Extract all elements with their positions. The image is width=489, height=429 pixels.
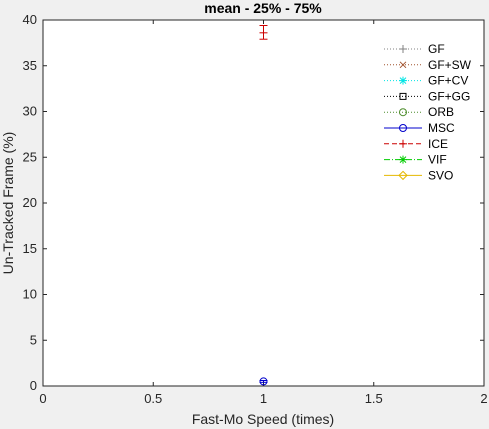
legend-entry-svo: SVO — [384, 168, 453, 182]
legend-entry-vif: VIF — [384, 153, 447, 167]
y-tick-label: 10 — [23, 287, 37, 302]
y-tick-label: 5 — [30, 332, 37, 347]
legend-entry-gf-sw: GF+SW — [384, 58, 472, 72]
marker-stroke — [399, 156, 407, 163]
legend-entry-gf: GF — [384, 42, 445, 56]
legend-marker — [398, 170, 408, 181]
legend-entry-ice: ICE — [384, 137, 448, 151]
legend-label: GF+GG — [428, 89, 470, 103]
legend-marker — [399, 155, 407, 164]
legend-marker — [399, 139, 407, 148]
data-point-msc — [259, 377, 268, 386]
point-marker — [259, 377, 268, 386]
y-tick-label: 15 — [23, 241, 37, 256]
legend-label: MSC — [428, 121, 455, 135]
x-tick-label: 0.5 — [144, 391, 162, 406]
marker-stroke — [399, 108, 407, 117]
y-tick-label: 35 — [23, 58, 37, 73]
x-axis-title: Fast-Mo Speed (times) — [192, 411, 334, 427]
marker-stroke — [399, 92, 407, 100]
y-tick-label: 30 — [23, 104, 37, 119]
legend-marker — [399, 108, 407, 117]
y-tick-label: 40 — [23, 12, 37, 27]
marker-stroke — [399, 124, 407, 132]
x-tick-label: 1.5 — [365, 391, 383, 406]
y-axis-title: Un-Tracked Frame (%) — [0, 132, 16, 275]
marker-stroke — [399, 61, 407, 69]
x-tick-label: 2 — [480, 391, 487, 406]
legend-marker — [399, 124, 407, 132]
legend-entry-orb: ORB — [384, 105, 454, 119]
marker-stroke — [399, 77, 407, 84]
legend-label: ICE — [428, 137, 448, 151]
legend-marker — [399, 45, 407, 53]
legend-entry-msc: MSC — [384, 121, 455, 135]
plot-area — [43, 20, 484, 386]
data-marks — [259, 24, 268, 386]
point-marker — [259, 28, 268, 37]
legend-entry-gf-gg: GF+GG — [384, 89, 470, 103]
data-point-ice — [259, 24, 268, 40]
y-tick-label: 20 — [23, 195, 37, 210]
legend-label: GF+SW — [428, 58, 472, 72]
x-tick-label: 0 — [39, 391, 46, 406]
legend-marker — [399, 92, 407, 100]
y-tick-label: 0 — [30, 378, 37, 393]
legend-label: SVO — [428, 168, 453, 182]
y-tick-label: 25 — [23, 149, 37, 164]
marker-stroke — [259, 377, 268, 386]
legend-label: ORB — [428, 105, 454, 119]
legend-marker — [399, 61, 407, 69]
legend-entry-gf-cv: GF+CV — [384, 74, 468, 88]
legend-marker — [399, 76, 407, 85]
legend-label: GF — [428, 42, 445, 56]
x-tick-label: 1 — [260, 391, 267, 406]
legend-label: GF+CV — [428, 74, 468, 88]
legend-label: VIF — [428, 153, 447, 167]
chart-title: mean - 25% - 75% — [204, 0, 322, 16]
marker-stroke — [398, 170, 408, 181]
